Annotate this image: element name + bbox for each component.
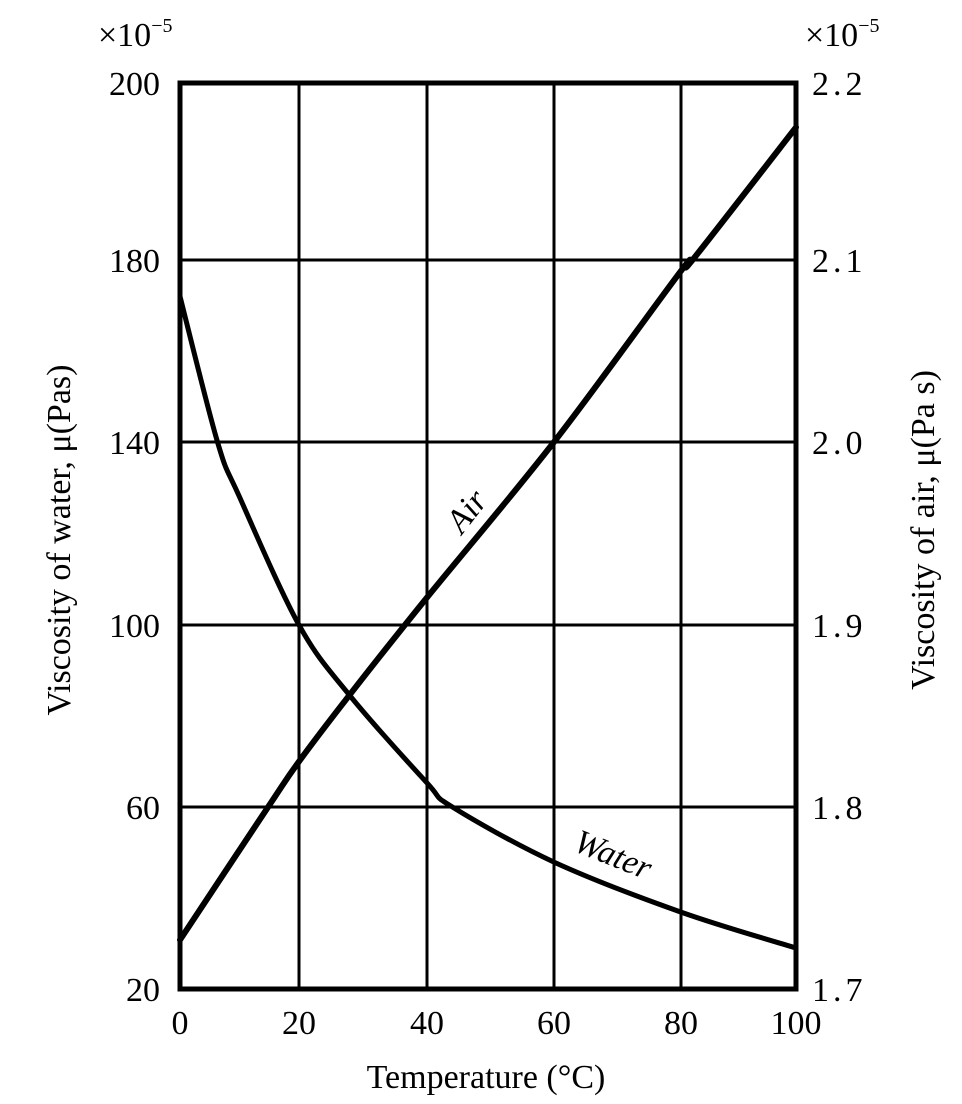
x-axis-ticks: 0 20 40 60 80 100 bbox=[172, 1005, 822, 1042]
air-series-label: Air bbox=[438, 482, 496, 541]
water-series-line bbox=[177, 293, 799, 951]
y-axis-left-title: Viscosity of water, μ(Pas) bbox=[41, 365, 78, 716]
x-tick-label: 60 bbox=[537, 1005, 571, 1042]
plot-frame bbox=[177, 80, 799, 992]
x-tick-label: 0 bbox=[172, 1005, 189, 1042]
y-left-tick-label: 20 bbox=[126, 972, 160, 1009]
air-series-line bbox=[177, 124, 799, 943]
y-left-tick-label: 200 bbox=[109, 66, 160, 103]
y-left-tick-label: 100 bbox=[109, 608, 160, 645]
y-right-tick-label: 2.2 bbox=[812, 66, 867, 103]
x-tick-label: 40 bbox=[410, 1005, 444, 1042]
x-tick-label: 20 bbox=[282, 1005, 316, 1042]
y-right-multiplier: ×10−5 bbox=[805, 15, 879, 54]
y-right-tick-label: 1.8 bbox=[812, 790, 867, 827]
x-tick-label: 100 bbox=[771, 1005, 822, 1042]
y-axis-left-ticks: 20 60 100 140 180 200 bbox=[109, 66, 160, 1009]
y-axis-right-ticks: 1.7 1.8 1.9 2.0 2.1 2.2 bbox=[812, 66, 867, 1009]
water-series-label: Water bbox=[569, 823, 658, 888]
y-right-tick-label: 2.1 bbox=[812, 243, 867, 280]
y-right-tick-label: 1.9 bbox=[812, 608, 867, 645]
y-left-tick-label: 60 bbox=[126, 790, 160, 827]
y-left-multiplier: ×10−5 bbox=[98, 15, 172, 54]
x-axis-title: Temperature (°C) bbox=[367, 1059, 606, 1096]
y-axis-right-title: Viscosity of air, μ(Pa s) bbox=[905, 370, 942, 690]
y-left-tick-label: 140 bbox=[109, 425, 160, 462]
y-right-tick-label: 2.0 bbox=[812, 425, 867, 462]
x-tick-label: 80 bbox=[664, 1005, 698, 1042]
grid-lines bbox=[180, 83, 796, 989]
y-right-tick-label: 1.7 bbox=[812, 972, 867, 1009]
y-left-tick-label: 180 bbox=[109, 243, 160, 280]
